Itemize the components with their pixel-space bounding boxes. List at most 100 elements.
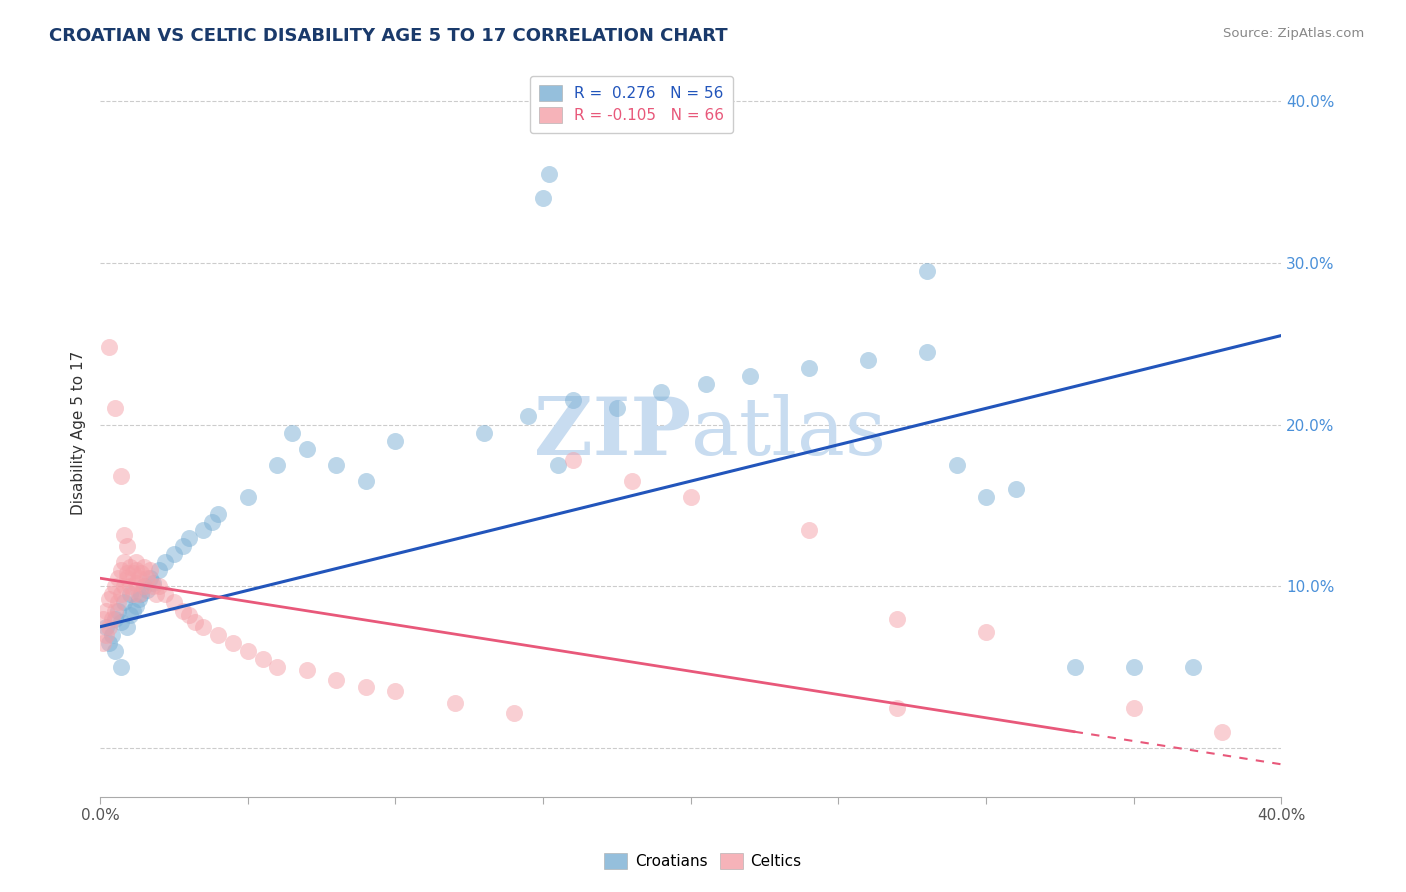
Point (797, 360, 820, 375)
Point (1122, 700, 1144, 714)
Point (472, 425, 495, 440)
Point (384, 684, 406, 698)
Point (110, 615, 132, 629)
Point (148, 563, 170, 577)
Point (266, 660, 288, 674)
Point (128, 587, 150, 601)
Point (325, 458, 347, 472)
Point (94, 628, 117, 642)
Point (384, 434, 406, 448)
Point (974, 491, 997, 505)
Point (110, 660, 132, 674)
Point (118, 579, 141, 593)
Point (112, 527, 135, 541)
Legend: Croatians, Celtics: Croatians, Celtics (599, 847, 807, 875)
Point (104, 604, 127, 618)
Point (163, 595, 186, 609)
Text: ZIP: ZIP (534, 393, 690, 472)
Point (207, 628, 229, 642)
Point (115, 566, 138, 581)
Point (281, 425, 304, 440)
Point (110, 587, 132, 601)
Point (153, 555, 176, 569)
Point (115, 620, 138, 634)
Point (104, 644, 127, 658)
Point (620, 474, 643, 488)
Point (172, 604, 194, 618)
Point (131, 587, 153, 601)
Point (112, 579, 135, 593)
Point (148, 579, 170, 593)
Point (915, 344, 938, 359)
Point (136, 582, 159, 597)
Point (974, 624, 997, 639)
Point (537, 167, 560, 181)
Point (101, 587, 124, 601)
Point (517, 409, 540, 424)
Point (128, 592, 150, 607)
Point (295, 664, 318, 678)
Point (139, 571, 162, 585)
Point (112, 555, 135, 569)
Point (112, 595, 135, 609)
Point (222, 636, 245, 650)
Point (207, 507, 229, 521)
Point (886, 700, 908, 714)
Point (606, 401, 628, 416)
Point (163, 547, 186, 561)
Point (945, 458, 967, 472)
Y-axis label: Disability Age 5 to 17: Disability Age 5 to 17 (72, 351, 86, 515)
Point (101, 612, 124, 626)
Point (118, 560, 141, 574)
Point (266, 458, 288, 472)
Point (134, 579, 156, 593)
Point (115, 539, 138, 553)
Point (1063, 660, 1085, 674)
Point (201, 515, 224, 529)
Point (236, 491, 259, 505)
Point (738, 368, 761, 383)
Point (177, 531, 200, 545)
Point (121, 566, 143, 581)
Point (91, 636, 114, 650)
Point (98, 592, 121, 607)
Point (124, 563, 146, 577)
Point (193, 620, 215, 634)
Point (1211, 725, 1233, 739)
Point (547, 458, 569, 472)
Point (124, 599, 146, 613)
Point (118, 608, 141, 623)
Point (502, 706, 524, 720)
Point (886, 612, 908, 626)
Point (134, 579, 156, 593)
Point (124, 576, 146, 591)
Point (118, 587, 141, 601)
Text: CROATIAN VS CELTIC DISABILITY AGE 5 TO 17 CORRELATION CHART: CROATIAN VS CELTIC DISABILITY AGE 5 TO 1… (49, 27, 728, 45)
Point (172, 539, 194, 553)
Point (153, 587, 176, 601)
Point (145, 587, 167, 601)
Point (101, 628, 124, 642)
Point (94, 620, 117, 634)
Point (193, 523, 215, 537)
Point (107, 595, 129, 609)
Point (1004, 482, 1026, 496)
Point (98, 636, 121, 650)
Point (856, 352, 879, 367)
Point (104, 401, 127, 416)
Point (142, 576, 165, 591)
Point (325, 673, 347, 688)
Point (104, 579, 127, 593)
Text: atlas: atlas (690, 393, 886, 472)
Point (443, 696, 465, 710)
Point (104, 612, 127, 626)
Text: Source: ZipAtlas.com: Source: ZipAtlas.com (1223, 27, 1364, 40)
Point (354, 474, 377, 488)
Point (561, 453, 583, 467)
Point (128, 571, 150, 585)
Point (98, 620, 121, 634)
Point (695, 377, 717, 392)
Point (797, 523, 820, 537)
Point (98, 340, 121, 354)
Point (107, 604, 129, 618)
